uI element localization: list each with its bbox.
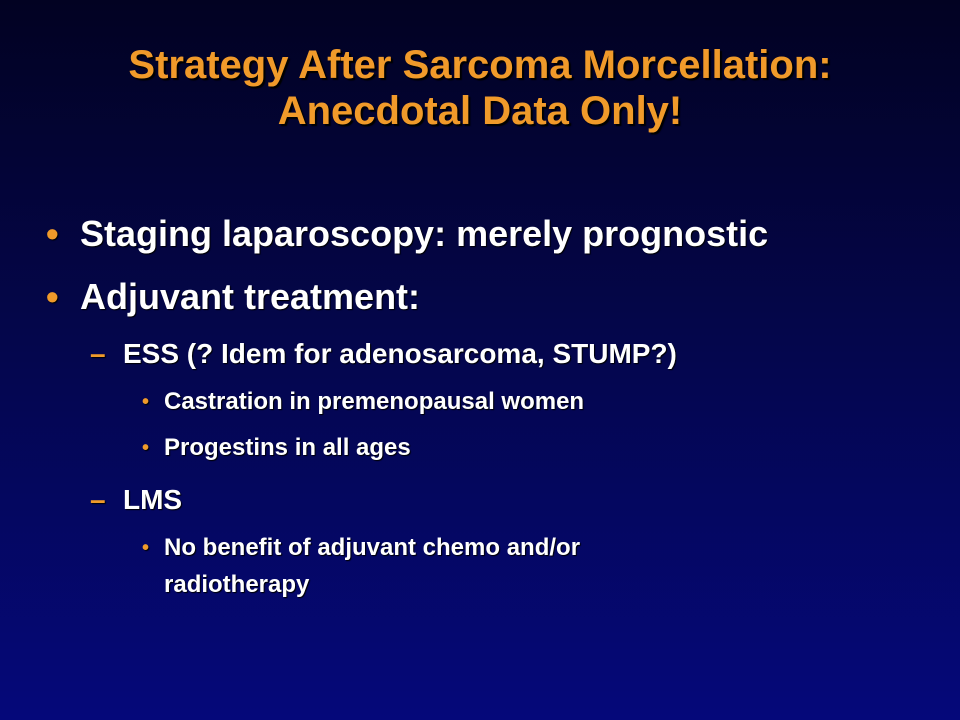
bullet-text: Adjuvant treatment: [80, 276, 421, 317]
subsubbullet-text: Progestins in all ages [164, 434, 411, 461]
dash-marker: – [90, 338, 106, 369]
bullet-marker: • [142, 391, 150, 413]
subbullet-text: ESS (? Idem for adenosarcoma, STUMP?) [123, 338, 677, 369]
subbullet-text: LMS [123, 484, 183, 515]
bullet-marker: • [46, 276, 59, 317]
bullet-marker: • [46, 213, 59, 254]
bullet-marker: • [142, 537, 150, 559]
title-line-1: Strategy After Sarcoma Morcellation: [128, 43, 832, 87]
dash-marker: – [90, 484, 106, 515]
subsubbullet-text: Castration in premenopausal women [164, 388, 585, 415]
bullet-text: Staging laparoscopy: merely prognostic [80, 213, 769, 254]
title-line-2: Anecdotal Data Only! [277, 89, 683, 133]
slide-title: Strategy After Sarcoma Morcellation: Ane… [20, 42, 940, 134]
bullet-marker: • [142, 437, 150, 459]
subsubbullet-text: No benefit of adjuvant chemo and/or [164, 534, 581, 561]
subsubbullet-text: radiotherapy [164, 571, 310, 598]
